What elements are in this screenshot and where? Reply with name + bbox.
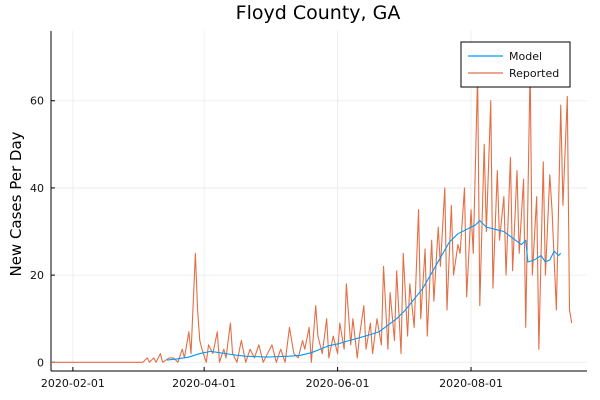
legend: Model Reported [460,41,571,88]
x-tick-label: 2020-04-01 [172,377,236,390]
x-tick-label: 2020-02-01 [41,377,105,390]
x-tick-label: 2020-08-01 [439,377,503,390]
series-line-model [166,220,562,361]
y-tick-label: 60 [30,95,44,108]
chart-title: Floyd County, GA [236,2,401,24]
y-tick-label: 20 [30,269,44,282]
series-group [51,65,573,363]
tick-labels: 2020-02-01 2020-04-01 2020-06-01 2020-08-01… [30,95,503,390]
y-axis-label: New Cases Per Day [7,131,25,276]
legend-box [460,41,571,88]
y-tick-label: 0 [37,356,44,369]
y-tick-label: 40 [30,182,44,195]
series-line-reported [51,65,573,363]
x-tick-label: 2020-06-01 [306,377,370,390]
legend-label-model: Model [509,50,542,63]
legend-label-reported: Reported [509,67,559,80]
